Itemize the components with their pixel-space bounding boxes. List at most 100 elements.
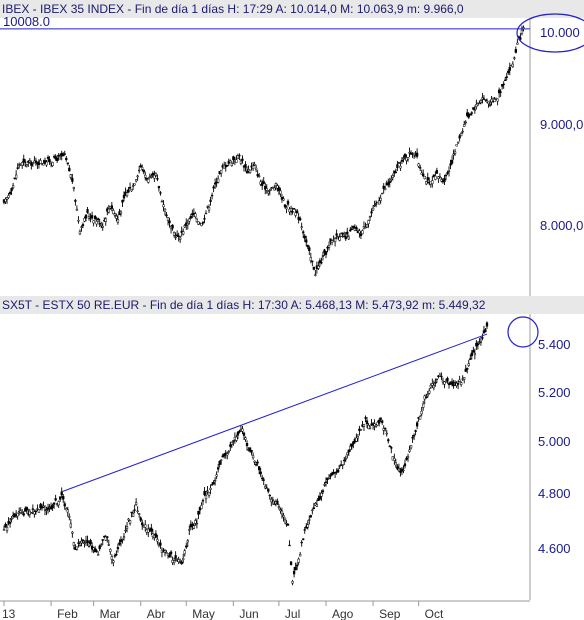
sx5t-candle-body — [185, 545, 188, 548]
sx5t-candle — [206, 485, 209, 495]
ibex-candle-body — [110, 205, 113, 209]
ibex-candle — [75, 205, 79, 211]
sx5t-candle-body — [283, 517, 287, 521]
sx5t-candle-body — [236, 431, 240, 436]
ibex-candle — [338, 233, 341, 242]
sx5t-candle-body — [30, 512, 33, 514]
ibex-candle — [294, 209, 297, 218]
ibex-candle-body — [189, 216, 192, 219]
sx5t-candle-body — [297, 558, 300, 563]
sx5t-candle — [385, 429, 388, 437]
ibex-candle — [189, 213, 192, 220]
sx5t-candle-body — [425, 396, 428, 399]
ibex-candle-body — [210, 194, 214, 197]
sx5t-candle — [268, 494, 271, 500]
ibex-candle — [162, 200, 165, 212]
sx5t-candle-body — [265, 487, 268, 489]
ibex-candle-body — [292, 208, 296, 210]
sx5t-candle — [174, 551, 177, 562]
ibex-candle-body — [194, 213, 197, 218]
ibex-candle — [473, 105, 476, 114]
ibex-candle — [153, 170, 156, 183]
ibex-candle — [330, 239, 334, 246]
ibex-candle — [229, 159, 232, 163]
sx5t-candle — [330, 471, 334, 476]
ibex-candle-body — [139, 165, 142, 168]
ibex-candle — [346, 227, 349, 238]
sx5t-candle-body — [385, 432, 388, 435]
sx5t-candle — [244, 436, 247, 442]
ibex-candle — [513, 56, 516, 61]
ibex-candle-body — [347, 236, 350, 240]
ibex-candle — [212, 185, 215, 193]
ibex-candle — [127, 186, 130, 193]
ibex-candle-body — [253, 164, 256, 166]
sx5t-candle — [379, 417, 382, 422]
sx5t-candle-body — [2, 529, 6, 531]
ibex-candle-body — [283, 204, 287, 208]
sx5t-candle-body — [364, 417, 367, 419]
ibex-candle — [347, 234, 350, 241]
ibex-candle-body — [403, 153, 407, 158]
sx5t-candle — [279, 507, 282, 514]
ibex-candle — [484, 99, 487, 102]
ibex-candle-body — [215, 181, 218, 184]
ibex-candle — [320, 257, 323, 265]
ibex-candle — [355, 225, 358, 232]
ibex-candle-body — [519, 37, 522, 40]
sx5t-candle-body — [294, 566, 297, 571]
sx5t-candle — [245, 440, 249, 451]
sx5t-candle-body — [75, 546, 79, 550]
ibex-candle-body — [425, 181, 428, 185]
sx5t-candle — [238, 429, 241, 434]
sx5t-candle-body — [324, 481, 328, 483]
sx5t-candle — [139, 516, 142, 522]
ibex-candle-body — [318, 260, 322, 264]
sx5t-candle-body — [16, 512, 19, 517]
ibex-candle-body — [367, 220, 370, 225]
sx5t-candle — [131, 510, 135, 518]
month-tick-label: Oct — [425, 607, 444, 620]
ibex-candle — [128, 182, 132, 190]
sx5t-candle — [75, 546, 79, 551]
ibex-candle — [186, 219, 189, 230]
ibex-candle-body — [21, 162, 24, 166]
ibex-candle-body — [75, 208, 79, 211]
ibex-candle — [72, 186, 76, 192]
ibex-candle-body — [508, 66, 511, 71]
sx5t-candle-body — [10, 518, 13, 520]
ibex-candle — [437, 176, 440, 183]
ibex-candle-body — [472, 107, 475, 110]
sx5t-candle — [235, 434, 238, 443]
ibex-candle — [488, 100, 492, 107]
sx5t-candle — [112, 559, 115, 567]
ibex-candle-body — [412, 152, 416, 156]
ibex-candle — [455, 144, 458, 147]
sx5t-candle-body — [227, 451, 230, 453]
sx5t-candle-body — [133, 509, 136, 511]
ibex-candle — [238, 153, 241, 161]
ibex-candle-body — [378, 200, 381, 205]
ibex-candle-body — [183, 225, 186, 228]
sx5t-candle-body — [195, 523, 199, 525]
sx5t-candle — [95, 549, 98, 553]
ibex-candle — [51, 161, 54, 167]
sx5t-candle-body — [484, 329, 487, 333]
sx5t-candle-body — [5, 527, 9, 531]
ibex-candle-body — [440, 179, 443, 182]
sx5t-candle-body — [159, 542, 162, 546]
sx5t-candle — [65, 507, 68, 511]
sx5t-candle — [365, 417, 369, 429]
sx5t-candle — [204, 490, 208, 504]
sx5t-candle — [320, 490, 323, 501]
sx5t-candle-body — [447, 383, 451, 386]
sx5t-candle — [118, 539, 121, 546]
ibex-candle-body — [344, 236, 347, 240]
sx5t-candle — [470, 350, 473, 360]
sx5t-candle — [277, 503, 281, 510]
ibex-candle-body — [179, 237, 182, 240]
sx5t-candle — [124, 525, 127, 534]
sx5t-candle — [324, 477, 328, 487]
ibex-candle — [104, 217, 107, 226]
ibex-candle — [382, 183, 385, 194]
